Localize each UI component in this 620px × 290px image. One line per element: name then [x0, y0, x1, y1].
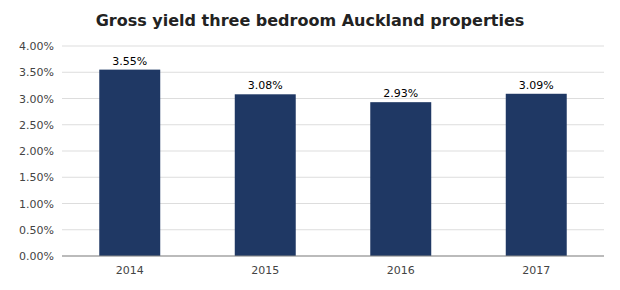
bar — [506, 94, 567, 256]
y-tick-label: 4.00% — [19, 40, 54, 53]
data-label: 3.08% — [248, 79, 283, 92]
y-tick-label: 1.50% — [19, 171, 54, 184]
grid-line — [62, 46, 604, 47]
y-tick-label: 0.50% — [19, 224, 54, 237]
grid-line — [62, 256, 604, 257]
x-tick-label: 2014 — [116, 264, 144, 277]
y-tick-label: 2.00% — [19, 145, 54, 158]
y-tick-label: 2.50% — [19, 119, 54, 132]
x-tick-label: 2015 — [251, 264, 279, 277]
bars — [99, 70, 566, 256]
y-tick-label: 3.50% — [19, 66, 54, 79]
chart-container: Gross yield three bedroom Auckland prope… — [0, 0, 620, 290]
chart: Gross yield three bedroom Auckland prope… — [0, 0, 620, 290]
y-tick-label: 3.00% — [19, 93, 54, 106]
x-tick-label: 2017 — [522, 264, 550, 277]
bar — [99, 70, 160, 256]
title: Gross yield three bedroom Auckland prope… — [96, 11, 525, 30]
data-label: 3.55% — [112, 55, 147, 68]
data-label: 3.09% — [519, 79, 554, 92]
y-tick-label: 0.00% — [19, 250, 54, 263]
grid — [62, 46, 604, 256]
bar — [370, 102, 431, 256]
bar — [235, 94, 296, 256]
x-tick-label: 2016 — [387, 264, 415, 277]
data-label: 2.93% — [383, 87, 418, 100]
y-tick-label: 1.00% — [19, 198, 54, 211]
labels: 3.55% 3.08% 2.93% 3.09% — [112, 55, 553, 101]
x-axis-line — [62, 256, 604, 257]
